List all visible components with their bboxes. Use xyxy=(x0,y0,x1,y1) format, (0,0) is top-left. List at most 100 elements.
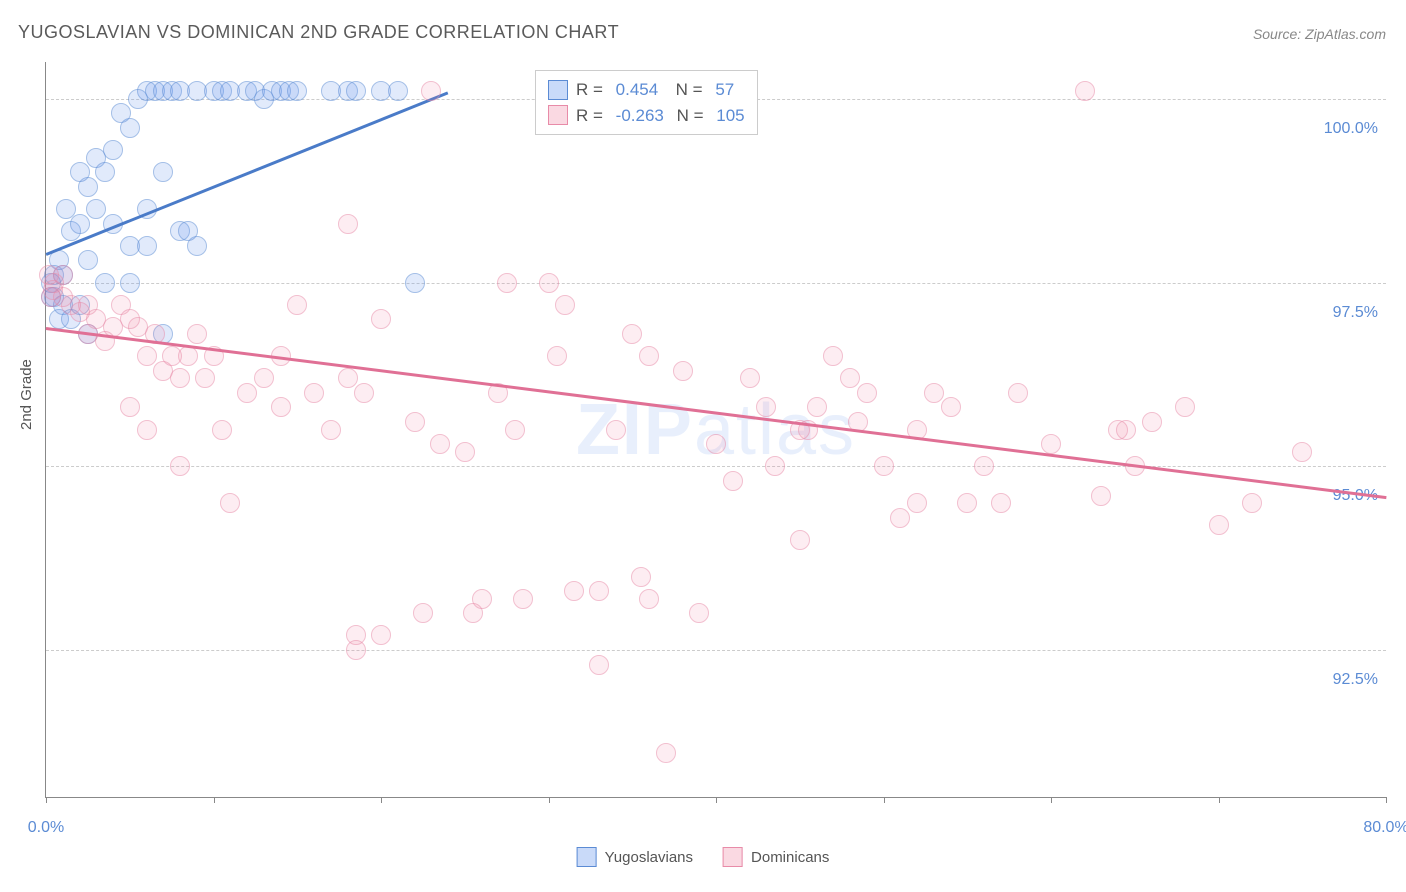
data-point xyxy=(1292,442,1312,462)
data-point xyxy=(974,456,994,476)
x-tick xyxy=(1051,797,1052,803)
data-point xyxy=(455,442,475,462)
n-value-2: 105 xyxy=(716,103,744,129)
x-tick-label: 0.0% xyxy=(28,819,64,837)
data-point xyxy=(756,397,776,417)
chart-container: YUGOSLAVIAN VS DOMINICAN 2ND GRADE CORRE… xyxy=(0,0,1406,892)
data-point xyxy=(95,273,115,293)
data-point xyxy=(287,81,307,101)
data-point xyxy=(547,346,567,366)
legend-row-1: R = 0.454 N = 57 xyxy=(548,77,745,103)
y-tick-label: 92.5% xyxy=(1333,671,1378,689)
data-point xyxy=(991,493,1011,513)
data-point xyxy=(840,368,860,388)
data-point xyxy=(1075,81,1095,101)
data-point xyxy=(941,397,961,417)
y-tick-label: 100.0% xyxy=(1324,120,1378,138)
data-point xyxy=(346,81,366,101)
swatch-pink-icon xyxy=(548,105,568,125)
data-point xyxy=(86,199,106,219)
data-point xyxy=(170,368,190,388)
data-point xyxy=(413,603,433,623)
data-point xyxy=(589,581,609,601)
data-point xyxy=(187,324,207,344)
x-tick xyxy=(1386,797,1387,803)
data-point xyxy=(371,309,391,329)
data-point xyxy=(673,361,693,381)
data-point xyxy=(622,324,642,344)
data-point xyxy=(1175,397,1195,417)
data-point xyxy=(421,81,441,101)
data-point xyxy=(271,397,291,417)
data-point xyxy=(237,383,257,403)
gridline xyxy=(46,466,1386,467)
y-axis-label: 2nd Grade xyxy=(18,359,35,430)
data-point xyxy=(103,140,123,160)
data-point xyxy=(70,162,90,182)
data-point xyxy=(1091,486,1111,506)
data-point xyxy=(346,625,366,645)
data-point xyxy=(212,420,232,440)
data-point xyxy=(220,493,240,513)
legend-item-1: Yugoslavians xyxy=(577,847,693,867)
data-point xyxy=(505,420,525,440)
x-tick xyxy=(46,797,47,803)
data-point xyxy=(405,273,425,293)
data-point xyxy=(857,383,877,403)
data-point xyxy=(170,456,190,476)
data-point xyxy=(70,214,90,234)
data-point xyxy=(606,420,626,440)
swatch-blue-icon xyxy=(577,847,597,867)
data-point xyxy=(195,368,215,388)
data-point xyxy=(907,493,927,513)
data-point xyxy=(497,273,517,293)
data-point xyxy=(790,530,810,550)
x-tick xyxy=(1219,797,1220,803)
swatch-blue-icon xyxy=(548,80,568,100)
data-point xyxy=(656,743,676,763)
data-point xyxy=(513,589,533,609)
data-point xyxy=(153,162,173,182)
data-point xyxy=(639,346,659,366)
data-point xyxy=(639,589,659,609)
source-text: Source: ZipAtlas.com xyxy=(1253,26,1386,42)
plot-area: ZIPatlas 92.5%95.0%97.5%100.0%0.0%80.0% xyxy=(45,62,1386,798)
legend-stats-box: R = 0.454 N = 57 R = -0.263 N = 105 xyxy=(535,70,758,135)
x-tick xyxy=(716,797,717,803)
x-tick xyxy=(381,797,382,803)
data-point xyxy=(924,383,944,403)
data-point xyxy=(1116,420,1136,440)
chart-title: YUGOSLAVIAN VS DOMINICAN 2ND GRADE CORRE… xyxy=(18,22,619,43)
data-point xyxy=(287,295,307,315)
data-point xyxy=(137,420,157,440)
data-point xyxy=(321,420,341,440)
data-point xyxy=(765,456,785,476)
legend-row-2: R = -0.263 N = 105 xyxy=(548,103,745,129)
data-point xyxy=(430,434,450,454)
data-point xyxy=(95,162,115,182)
swatch-pink-icon xyxy=(723,847,743,867)
data-point xyxy=(405,412,425,432)
data-point xyxy=(338,214,358,234)
data-point xyxy=(120,397,140,417)
data-point xyxy=(78,250,98,270)
data-point xyxy=(957,493,977,513)
data-point xyxy=(890,508,910,528)
data-point xyxy=(740,368,760,388)
data-point xyxy=(254,368,274,388)
r-value-1: 0.454 xyxy=(616,77,659,103)
data-point xyxy=(304,383,324,403)
data-point xyxy=(689,603,709,623)
data-point xyxy=(823,346,843,366)
gridline xyxy=(46,283,1386,284)
r-value-2: -0.263 xyxy=(616,103,664,129)
data-point xyxy=(120,273,140,293)
data-point xyxy=(178,221,198,241)
data-point xyxy=(564,581,584,601)
data-point xyxy=(631,567,651,587)
data-point xyxy=(53,265,73,285)
data-point xyxy=(723,471,743,491)
x-tick xyxy=(549,797,550,803)
data-point xyxy=(137,236,157,256)
n-value-1: 57 xyxy=(715,77,734,103)
